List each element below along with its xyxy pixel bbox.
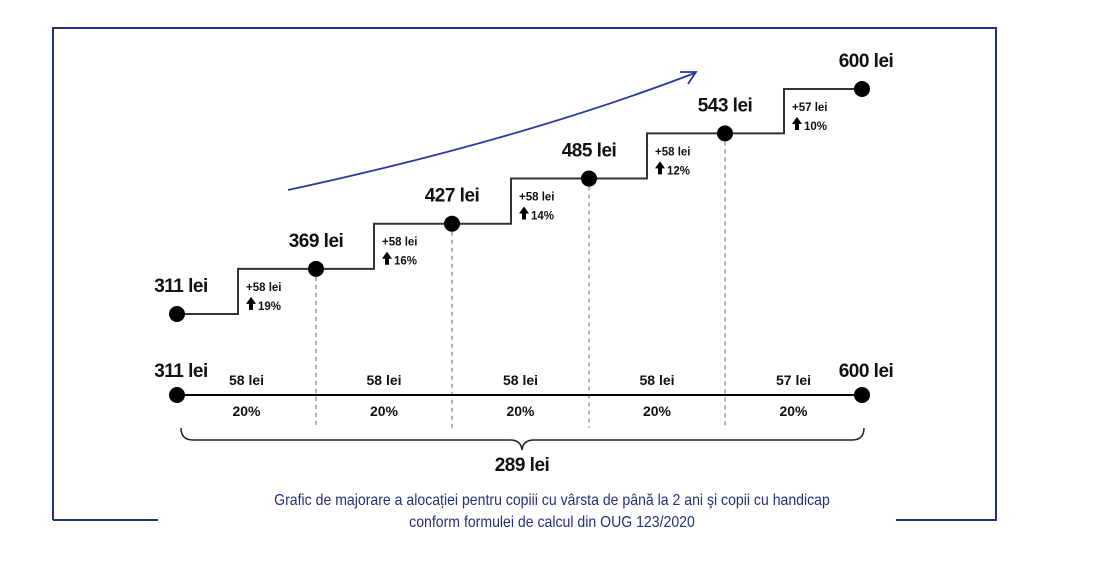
segment-amount: 58 lei [229,372,264,388]
segment-share: 20% [370,403,399,419]
segment-share: 20% [506,403,535,419]
value-label: 543 lei [698,95,753,116]
increment-percent: 12% [667,165,690,177]
chart-title: Grafic de majorare a alocației pentru co… [274,492,830,509]
arrow-up-icon [382,251,392,265]
increment-percent: 10% [804,121,827,133]
arrow-up-icon [655,161,665,175]
increment-amount: +58 lei [246,282,282,294]
value-label: 369 lei [289,231,344,252]
data-point [581,170,597,187]
segment-share: 20% [779,403,808,419]
timeline-end-label: 600 lei [839,361,894,382]
arrow-up-icon [246,296,256,310]
segment-amount: 57 lei [776,372,811,388]
step-line [177,88,862,315]
timeline-start-label: 311 lei [154,361,208,382]
segment-amount: 58 lei [366,372,401,388]
value-label: 485 lei [562,141,617,162]
segment-share: 20% [232,403,261,419]
chart-caption: Grafic de majorare a alocației pentru co… [181,490,924,534]
data-point [308,260,324,277]
total-label: 289 lei [495,455,550,476]
increment-percent: 14% [531,211,554,223]
increment-percent: 19% [258,301,281,313]
value-label: 427 lei [425,186,480,207]
increment-amount: +58 lei [519,192,555,204]
data-point [717,125,733,142]
trend-arrow-line [287,72,696,191]
segment-amount: 58 lei [503,372,538,388]
frame [52,27,997,521]
data-point [854,81,870,97]
segment-share: 20% [643,403,672,419]
trend-arrow-head-icon [680,71,698,85]
data-point [169,306,185,322]
increment-amount: +57 lei [792,102,828,114]
chart-subtitle: conform formulei de calcul din OUG 123/2… [409,514,695,531]
arrow-up-icon [519,206,529,220]
value-label: 600 lei [839,51,894,72]
segment-amount: 58 lei [639,372,674,388]
increment-percent: 16% [394,256,417,268]
increment-amount: +58 lei [382,237,418,249]
data-point [444,215,460,232]
arrow-up-icon [792,117,802,130]
total-brace [180,427,865,451]
increment-amount: +58 lei [655,146,691,158]
timeline-start-point [169,387,185,403]
value-label: 311 lei [154,276,208,297]
timeline-end-point [854,387,870,403]
